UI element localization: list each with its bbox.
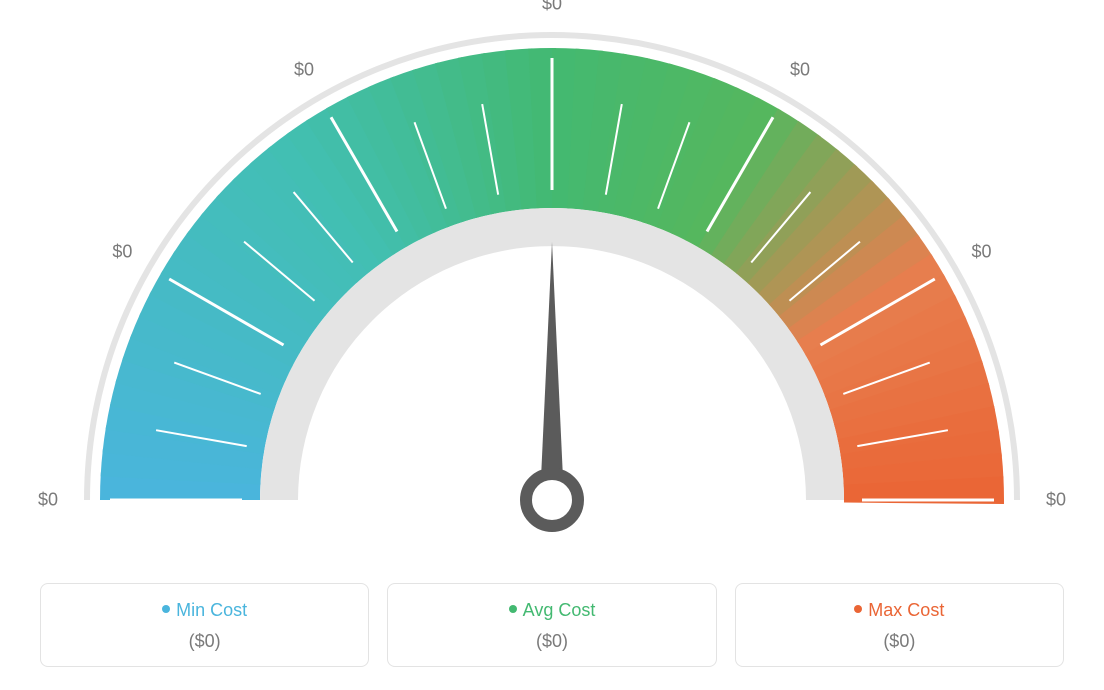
legend-value-min: ($0) xyxy=(41,631,368,652)
legend-title-avg: Avg Cost xyxy=(388,600,715,621)
legend-label-max: Max Cost xyxy=(868,600,944,620)
gauge-tick-label: $0 xyxy=(294,60,314,81)
legend-row: Min Cost ($0) Avg Cost ($0) Max Cost ($0… xyxy=(40,583,1064,667)
gauge-tick-label: $0 xyxy=(112,242,132,263)
legend-title-max: Max Cost xyxy=(736,600,1063,621)
legend-card-max: Max Cost ($0) xyxy=(735,583,1064,667)
gauge-tick-label: $0 xyxy=(790,60,810,81)
gauge-tick-label: $0 xyxy=(542,0,562,15)
gauge-tick-label: $0 xyxy=(972,242,992,263)
legend-card-min: Min Cost ($0) xyxy=(40,583,369,667)
legend-dot-max xyxy=(854,605,862,613)
legend-dot-min xyxy=(162,605,170,613)
legend-label-avg: Avg Cost xyxy=(523,600,596,620)
gauge-chart-container: $0 $0 $0 $0 $0 $0 $0 Min Cost ($0) Avg Cost ($… xyxy=(0,0,1104,690)
legend-value-avg: ($0) xyxy=(388,631,715,652)
legend-card-avg: Avg Cost ($0) xyxy=(387,583,716,667)
legend-title-min: Min Cost xyxy=(41,600,368,621)
gauge-tick-label: $0 xyxy=(38,490,58,511)
gauge-svg xyxy=(0,0,1104,560)
gauge-tick-label: $0 xyxy=(1046,490,1066,511)
legend-label-min: Min Cost xyxy=(176,600,247,620)
gauge-area: $0 $0 $0 $0 $0 $0 $0 xyxy=(0,0,1104,560)
legend-value-max: ($0) xyxy=(736,631,1063,652)
legend-dot-avg xyxy=(509,605,517,613)
